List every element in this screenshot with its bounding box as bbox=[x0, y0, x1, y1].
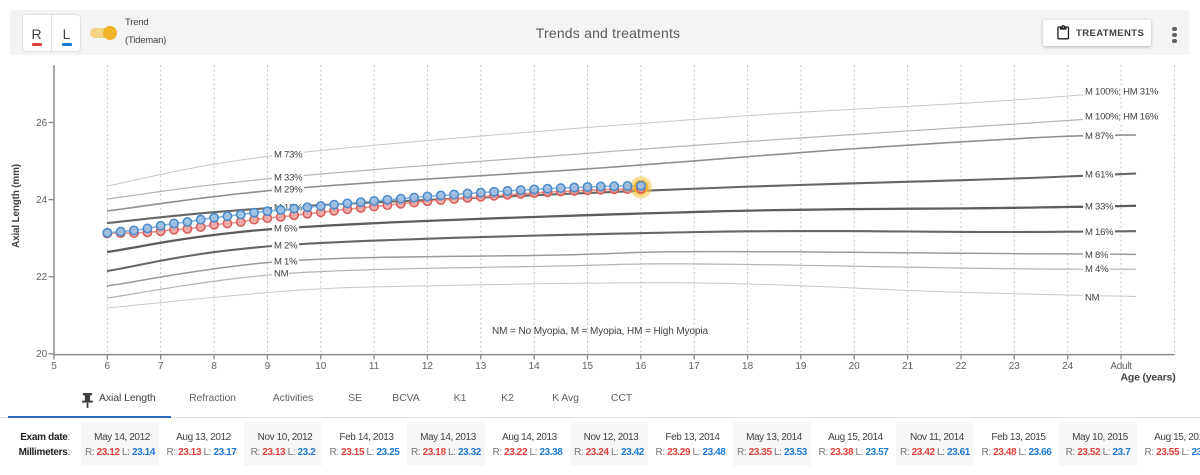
svg-text:5: 5 bbox=[51, 361, 57, 372]
svg-text:NM: NM bbox=[1085, 293, 1100, 304]
svg-text:M 16%: M 16% bbox=[1085, 227, 1114, 238]
svg-text:10: 10 bbox=[315, 361, 327, 372]
svg-text:18: 18 bbox=[742, 361, 754, 372]
svg-text:M 61%: M 61% bbox=[1085, 169, 1114, 180]
svg-text:M 1%: M 1% bbox=[274, 256, 298, 267]
svg-text:13: 13 bbox=[475, 361, 487, 372]
svg-text:15: 15 bbox=[582, 361, 594, 372]
svg-text:23: 23 bbox=[1009, 361, 1021, 372]
svg-text:20: 20 bbox=[849, 361, 861, 372]
svg-text:NM: NM bbox=[274, 268, 289, 279]
svg-text:Axial Length (mm): Axial Length (mm) bbox=[11, 164, 22, 248]
svg-text:26: 26 bbox=[36, 118, 48, 129]
svg-text:17: 17 bbox=[689, 361, 701, 372]
svg-text:11: 11 bbox=[369, 361, 380, 372]
svg-text:22: 22 bbox=[36, 272, 48, 283]
svg-text:M 100%; HM 16%: M 100%; HM 16% bbox=[1085, 111, 1159, 122]
svg-text:6: 6 bbox=[105, 361, 111, 372]
svg-text:21: 21 bbox=[902, 361, 914, 372]
svg-text:M 4%: M 4% bbox=[1085, 264, 1109, 275]
svg-text:NM = No Myopia, M = Myopia, HM: NM = No Myopia, M = Myopia, HM = High My… bbox=[492, 326, 708, 337]
svg-text:M 2%: M 2% bbox=[274, 240, 298, 251]
svg-text:24: 24 bbox=[1062, 361, 1074, 372]
svg-text:M 33%: M 33% bbox=[274, 172, 303, 183]
svg-text:M 87%: M 87% bbox=[1085, 131, 1114, 142]
svg-text:9: 9 bbox=[265, 361, 271, 372]
svg-text:12: 12 bbox=[422, 361, 434, 372]
svg-text:19: 19 bbox=[795, 361, 807, 372]
svg-text:M 12%: M 12% bbox=[274, 202, 303, 213]
svg-text:M 8%: M 8% bbox=[1085, 250, 1109, 261]
svg-text:Adult: Adult bbox=[1110, 361, 1132, 372]
svg-text:M 33%: M 33% bbox=[1085, 202, 1114, 213]
svg-text:M 6%: M 6% bbox=[274, 223, 298, 234]
svg-text:M 29%: M 29% bbox=[274, 184, 303, 195]
svg-text:22: 22 bbox=[955, 361, 967, 372]
svg-text:Age (years): Age (years) bbox=[1121, 372, 1176, 384]
svg-text:20: 20 bbox=[36, 349, 48, 360]
svg-text:24: 24 bbox=[36, 195, 48, 206]
svg-text:M 100%; HM 31%: M 100%; HM 31% bbox=[1085, 86, 1159, 97]
svg-text:14: 14 bbox=[529, 361, 541, 372]
svg-text:M 73%: M 73% bbox=[274, 149, 303, 160]
svg-text:8: 8 bbox=[211, 361, 217, 372]
svg-text:7: 7 bbox=[158, 361, 164, 372]
svg-text:16: 16 bbox=[635, 361, 647, 372]
